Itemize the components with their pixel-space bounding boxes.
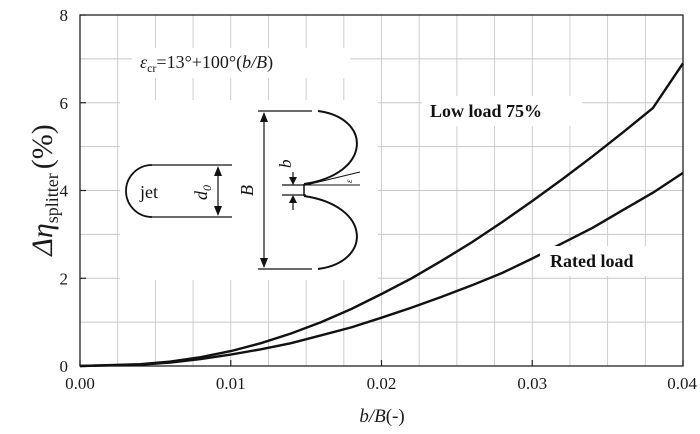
formula-end: ) (267, 52, 273, 73)
y-axis-label-symbol: Δη (26, 223, 59, 257)
series-label-low-load-75: Low load 75% (430, 101, 542, 121)
d0-arrow-top (214, 166, 222, 176)
jet-outline (125, 164, 153, 218)
x-tick-label: 0.00 (65, 374, 95, 393)
y-tick-label: 4 (60, 182, 69, 201)
series-label-bg-1 (540, 246, 668, 276)
line-low-load-75 (79, 62, 684, 368)
formula-eps: ε (140, 52, 148, 72)
inset-schematic: jet d0 B b ε (120, 100, 378, 280)
b-arrow-top-head (289, 177, 297, 185)
jet-label: jet (139, 182, 158, 202)
B-label: B (237, 185, 257, 196)
y-axis-label: Δηsplitter (%) (26, 124, 62, 256)
x-tick-label: 0.01 (216, 374, 246, 393)
x-tick-label: 0.04 (667, 374, 697, 393)
x-axis-label-main: b/B (359, 406, 386, 427)
b-label: b (276, 160, 295, 169)
formula-frac: b/B (242, 52, 267, 72)
y-axis-label-sub: splitter (42, 173, 62, 223)
y-tick-label: 2 (60, 269, 69, 288)
B-arrow-bottom (260, 258, 268, 268)
y-tick-label: 8 (60, 6, 69, 25)
line-rated-load (79, 171, 684, 368)
tick-labels: 0.00 0.01 0.02 0.03 0.04 0 2 4 6 8 (60, 6, 698, 393)
x-tick-label: 0.02 (367, 374, 397, 393)
formula-background (132, 48, 350, 78)
d0-arrow-bottom (214, 206, 222, 216)
d0-label-main: d (191, 190, 211, 200)
x-axis-label-unit: (-) (386, 406, 405, 427)
bucket-lower-cup (303, 195, 358, 270)
inset-background (120, 100, 378, 280)
d0-label: d0 (191, 185, 214, 200)
angle-line-inclined (305, 171, 361, 186)
d0-label-sub: 0 (200, 185, 214, 191)
series-label-rated-load: Rated load (550, 251, 634, 271)
formula-eps-sub: cr (147, 61, 156, 75)
b-arrow-bottom-head (289, 195, 297, 203)
B-arrow-top (260, 112, 268, 122)
y-tick-label: 0 (60, 357, 69, 376)
x-axis-label: b/B(-) (359, 406, 404, 427)
y-tick-label: 6 (60, 94, 69, 113)
y-axis-label-unit: (%) (26, 124, 59, 169)
epsilon-label: ε (344, 179, 354, 183)
formula-mid: =13°+100°( (156, 52, 242, 73)
formula-annotation: εcr=13°+100°(b/B) (140, 52, 273, 75)
series-label-bg-0 (422, 96, 582, 126)
x-tick-label: 0.03 (517, 374, 547, 393)
bucket-upper-cup (303, 110, 358, 185)
